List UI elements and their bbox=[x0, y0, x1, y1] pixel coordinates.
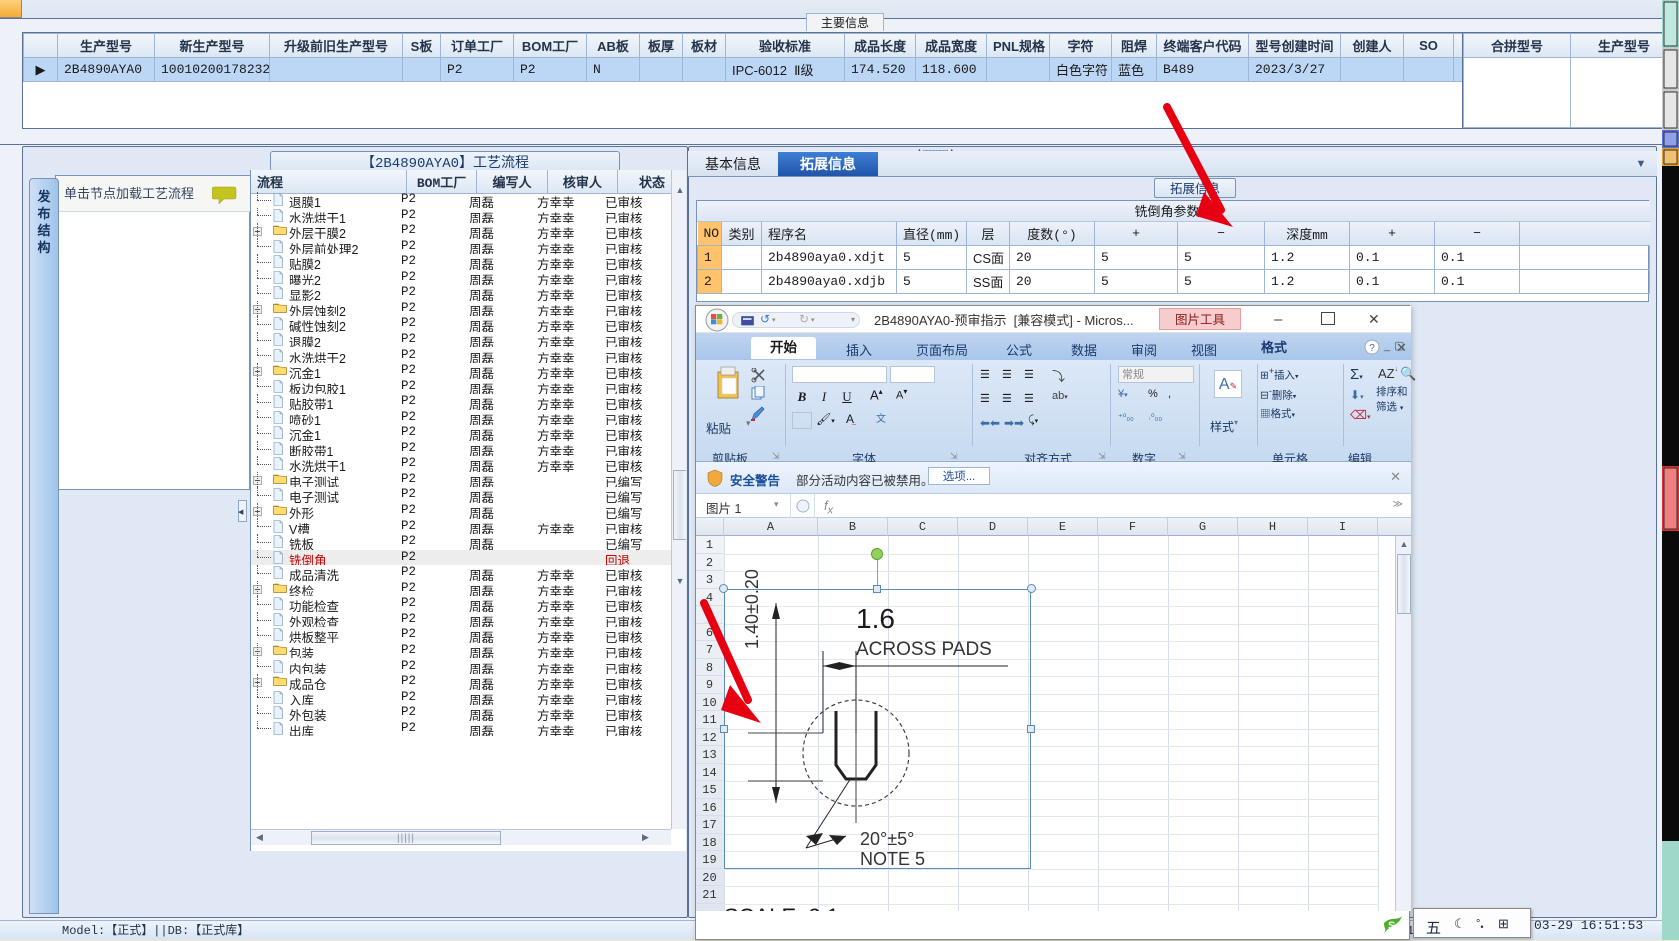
svg-text:S: S bbox=[1388, 920, 1395, 932]
